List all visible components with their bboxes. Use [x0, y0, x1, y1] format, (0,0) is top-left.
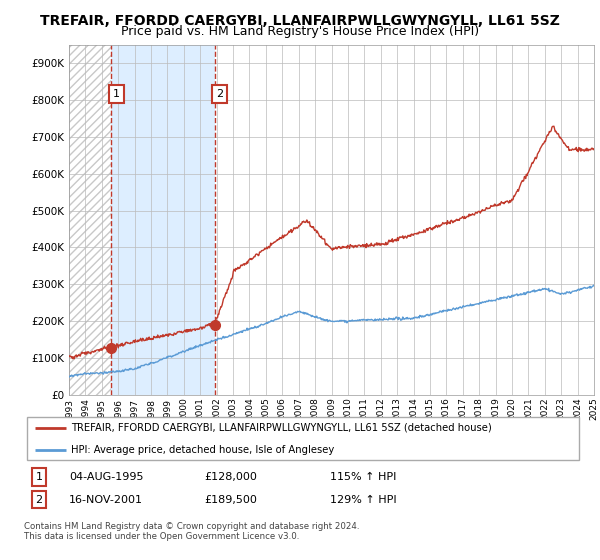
Text: HPI: Average price, detached house, Isle of Anglesey: HPI: Average price, detached house, Isle…	[71, 445, 335, 455]
Text: 2: 2	[35, 494, 43, 505]
Bar	[215, 45, 594, 395]
Text: 129% ↑ HPI: 129% ↑ HPI	[330, 494, 397, 505]
Text: £128,000: £128,000	[204, 472, 257, 482]
Bar	[69, 45, 112, 395]
Text: 1: 1	[35, 472, 43, 482]
Text: 04-AUG-1995: 04-AUG-1995	[69, 472, 143, 482]
Text: 115% ↑ HPI: 115% ↑ HPI	[330, 472, 397, 482]
Text: £189,500: £189,500	[204, 494, 257, 505]
Text: Contains HM Land Registry data © Crown copyright and database right 2024.
This d: Contains HM Land Registry data © Crown c…	[24, 522, 359, 542]
Bar	[112, 45, 215, 395]
Text: 2: 2	[216, 89, 223, 99]
FancyBboxPatch shape	[27, 417, 579, 460]
Text: 16-NOV-2001: 16-NOV-2001	[69, 494, 143, 505]
Text: Price paid vs. HM Land Registry's House Price Index (HPI): Price paid vs. HM Land Registry's House …	[121, 25, 479, 38]
Text: 1: 1	[113, 89, 120, 99]
Text: TREFAIR, FFORDD CAERGYBI, LLANFAIRPWLLGWYNGYLL, LL61 5SZ (detached house): TREFAIR, FFORDD CAERGYBI, LLANFAIRPWLLGW…	[71, 423, 492, 433]
Text: TREFAIR, FFORDD CAERGYBI, LLANFAIRPWLLGWYNGYLL, LL61 5SZ: TREFAIR, FFORDD CAERGYBI, LLANFAIRPWLLGW…	[40, 14, 560, 28]
